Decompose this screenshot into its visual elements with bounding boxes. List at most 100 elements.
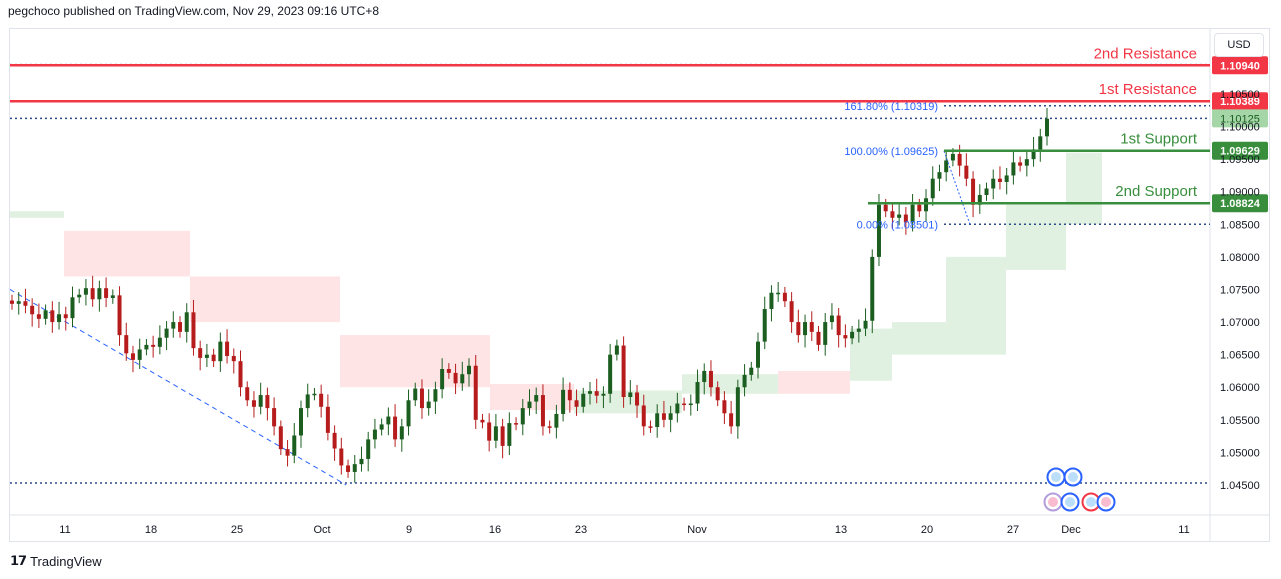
bull-candle: [876, 204, 881, 257]
bear-candle: [117, 295, 122, 336]
bear-candle: [594, 391, 599, 396]
bear-candle: [198, 348, 203, 358]
bull-candle: [164, 328, 169, 338]
fib-label: 100.00% (1.09625): [844, 146, 938, 158]
bull-candle: [1024, 159, 1029, 166]
bear-candle: [90, 288, 95, 300]
bear-candle: [782, 292, 787, 302]
bull-candle: [628, 392, 633, 398]
x-tick-label: 20: [921, 524, 933, 536]
x-tick-label: 25: [231, 524, 243, 536]
y-tick-label: 1.10500: [1220, 89, 1260, 101]
bull-candle: [1038, 136, 1043, 150]
event-flag-icon: [1051, 472, 1061, 482]
bull-candle: [157, 337, 162, 347]
level-name: 2nd Resistance: [1094, 45, 1197, 62]
chart-frame[interactable]: [9, 28, 1270, 542]
bull-candle: [43, 310, 48, 319]
bull-candle: [426, 401, 431, 409]
bull-candle: [440, 368, 445, 390]
level-price-label: 1.08824: [1220, 198, 1261, 210]
bear-candle: [265, 395, 270, 409]
bull-candle: [850, 331, 855, 339]
bear-candle: [903, 214, 908, 223]
bear-candle: [30, 305, 35, 315]
bull-candle: [614, 345, 619, 355]
bear-candle: [487, 422, 492, 441]
bull-candle: [305, 394, 310, 409]
bull-candle: [493, 426, 498, 441]
event-flag-icon: [1101, 497, 1111, 507]
cloud-segment: [340, 335, 490, 388]
bear-candle: [191, 312, 196, 349]
tradingview-logo-icon: 𝟭𝟳: [10, 553, 27, 568]
y-tick-label: 1.08000: [1220, 252, 1260, 264]
bull-candle: [110, 295, 115, 298]
x-tick-label: 23: [575, 524, 587, 536]
bull-candle: [561, 389, 566, 414]
bear-candle: [211, 354, 216, 362]
bear-candle: [151, 344, 156, 347]
currency-selector[interactable]: USD: [1214, 33, 1264, 57]
bull-candle: [675, 403, 680, 414]
y-tick-label: 1.05000: [1220, 447, 1260, 459]
y-tick-label: 1.09000: [1220, 187, 1260, 199]
y-tick-label: 1.07500: [1220, 284, 1260, 296]
bull-candle: [359, 458, 364, 465]
bear-candle: [251, 400, 256, 407]
bull-candle: [312, 393, 317, 396]
bull-candle: [137, 349, 142, 360]
bear-candle: [708, 370, 713, 388]
y-tick-label: 1.06000: [1220, 382, 1260, 394]
bull-candle: [930, 178, 935, 199]
bear-candle: [50, 310, 55, 323]
bear-candle: [540, 395, 545, 427]
bear-candle: [36, 314, 41, 319]
bull-candle: [991, 178, 996, 189]
bull-candle: [534, 395, 539, 402]
bull-candle: [507, 423, 512, 446]
bull-candle: [204, 354, 209, 358]
cloud-segment: [892, 322, 946, 355]
bull-candle: [413, 388, 418, 401]
bull-candle: [57, 314, 62, 323]
bear-candle: [104, 288, 109, 298]
bear-candle: [722, 400, 727, 414]
fib-label: 0.00% (1.08501): [857, 219, 938, 231]
bull-candle: [218, 341, 223, 362]
bull-candle: [184, 312, 189, 332]
y-tick-label: 1.09500: [1220, 154, 1260, 166]
bull-candle: [16, 301, 21, 304]
cloud-segment: [64, 230, 190, 277]
bear-candle: [332, 432, 337, 449]
fib-diagonal: [943, 150, 971, 225]
bear-candle: [957, 153, 962, 166]
x-tick-label: 13: [835, 524, 847, 536]
cloud-segment: [574, 390, 682, 414]
bull-candle: [379, 424, 384, 430]
bull-candle: [1045, 118, 1049, 137]
bear-candle: [547, 426, 552, 428]
publisher-header: pegchoco published on TradingView.com, N…: [8, 4, 380, 18]
event-flag-icon: [1048, 497, 1058, 507]
bull-candle: [742, 374, 747, 388]
bull-candle: [366, 439, 371, 459]
event-flag-icon: [1068, 472, 1078, 482]
fib-label: 161.80% (1.10319): [844, 101, 938, 113]
tradingview-brand[interactable]: 𝟭𝟳 TradingView: [10, 553, 102, 569]
bear-candle: [1018, 162, 1023, 166]
bear-candle: [843, 335, 848, 339]
bull-candle: [608, 354, 613, 394]
bear-candle: [231, 355, 236, 362]
x-tick-label: 11: [1178, 524, 1189, 536]
bull-candle: [1011, 162, 1016, 176]
bull-candle: [386, 416, 391, 425]
brand-name: TradingView: [30, 553, 102, 569]
bull-candle: [587, 391, 592, 394]
bear-candle: [393, 416, 398, 440]
bear-candle: [715, 387, 720, 401]
bull-candle: [460, 374, 465, 384]
x-tick-label: Oct: [313, 524, 330, 536]
x-tick-label: Nov: [687, 524, 707, 536]
